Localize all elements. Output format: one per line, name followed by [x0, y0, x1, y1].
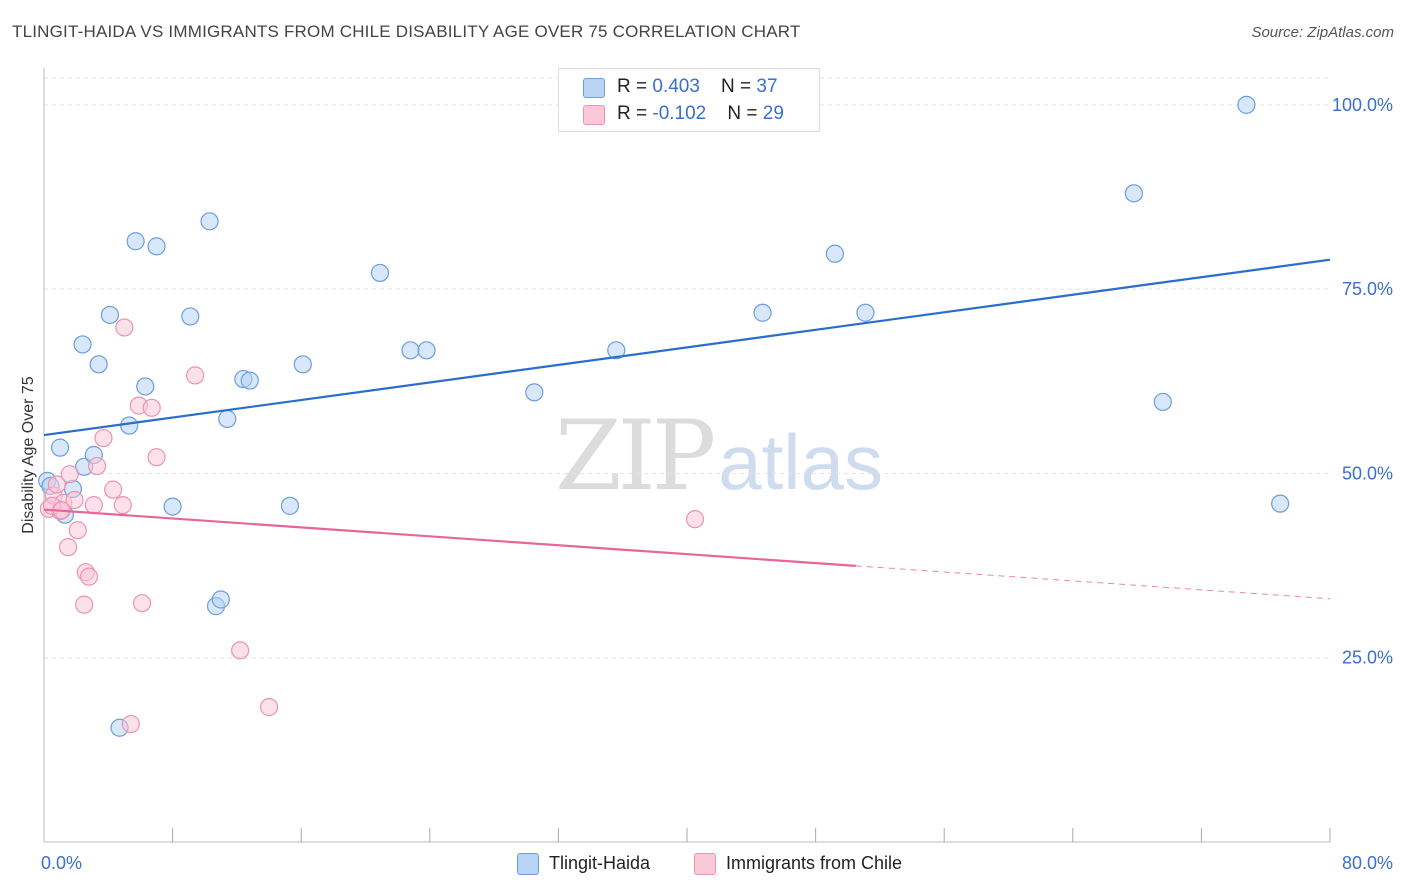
point-tlingit-haida	[293, 355, 312, 374]
trend-line-immigrants-chile	[43, 508, 856, 567]
legend-n-value: 37	[756, 76, 778, 97]
point-immigrants-chile	[259, 698, 279, 717]
x-tick-label: 80.0%	[1342, 853, 1393, 873]
point-tlingit-haida	[163, 497, 182, 516]
point-tlingit-haida	[240, 371, 259, 390]
legend-n-value: 29	[762, 103, 784, 124]
point-immigrants-chile	[84, 496, 103, 515]
point-tlingit-haida	[607, 341, 626, 360]
point-immigrants-chile	[75, 595, 94, 614]
point-tlingit-haida	[1153, 392, 1172, 412]
point-immigrants-chile	[79, 567, 99, 586]
point-immigrants-chile	[147, 448, 166, 467]
chart-title: TLINGIT-HAIDA VS IMMIGRANTS FROM CHILE D…	[12, 22, 801, 41]
legend-r-value: -0.102	[652, 103, 707, 124]
legend-r-label: R =	[617, 103, 653, 124]
point-immigrants-chile	[87, 456, 107, 476]
point-tlingit-haida	[147, 237, 166, 256]
point-tlingit-haida	[1237, 95, 1256, 114]
legend-n-label: N =	[727, 103, 763, 124]
bottom-legend-label: Immigrants from Chile	[726, 853, 903, 873]
point-tlingit-haida	[73, 335, 92, 354]
y-tick-label: 25.0%	[1342, 648, 1393, 668]
point-immigrants-chile	[47, 475, 66, 494]
point-tlingit-haida	[370, 263, 390, 283]
point-tlingit-haida	[825, 244, 844, 263]
bottom-legend-swatch-pink	[694, 853, 716, 875]
point-immigrants-chile	[121, 714, 140, 734]
source-credit: Source: ZipAtlas.com	[1251, 24, 1394, 41]
point-tlingit-haida	[856, 303, 875, 322]
point-tlingit-haida	[100, 305, 120, 325]
point-tlingit-haida	[136, 377, 155, 396]
point-tlingit-haida	[1124, 184, 1143, 203]
y-tick-label: 75.0%	[1342, 279, 1393, 299]
point-immigrants-chile	[104, 480, 123, 499]
watermark-atlas: atlas	[718, 418, 883, 506]
watermark-logo: ZIPatlas	[555, 400, 883, 512]
point-tlingit-haida	[280, 496, 300, 515]
legend-r-value: 0.403	[652, 76, 700, 97]
point-tlingit-haida	[211, 590, 230, 609]
point-immigrants-chile	[231, 641, 250, 660]
point-immigrants-chile	[186, 366, 205, 385]
trend-line-extension-immigrants-chile	[855, 565, 1331, 600]
legend-stats: R = 0.403 N = 37	[617, 76, 778, 98]
y-tick-label: 100.0%	[1332, 95, 1393, 115]
point-immigrants-chile	[59, 538, 78, 557]
point-immigrants-chile	[142, 398, 161, 417]
point-tlingit-haida	[120, 416, 139, 435]
correlation-legend: R = 0.403 N = 37 R = -0.102 N = 29	[558, 68, 820, 132]
legend-swatch-blue	[583, 78, 605, 98]
legend-n-label: N =	[721, 76, 757, 97]
point-immigrants-chile	[115, 318, 134, 337]
x-tick-label: 0.0%	[41, 853, 82, 873]
point-immigrants-chile	[113, 496, 132, 515]
point-tlingit-haida	[50, 438, 70, 457]
point-tlingit-haida	[89, 355, 108, 374]
point-immigrants-chile	[65, 490, 84, 510]
point-tlingit-haida	[1271, 494, 1290, 513]
point-tlingit-haida	[218, 409, 237, 428]
point-tlingit-haida	[126, 232, 145, 251]
point-tlingit-haida	[181, 307, 200, 326]
point-immigrants-chile	[94, 428, 113, 448]
bottom-legend-label: Tlingit-Haida	[549, 853, 651, 873]
point-tlingit-haida	[401, 341, 420, 360]
y-axis-label: Disability Age Over 75	[20, 376, 37, 534]
point-immigrants-chile	[68, 521, 87, 540]
point-immigrants-chile	[132, 594, 152, 613]
point-tlingit-haida	[525, 383, 544, 402]
y-tick-label: 50.0%	[1342, 463, 1393, 483]
legend-stats: R = -0.102 N = 29	[617, 103, 784, 125]
legend-r-label: R =	[617, 76, 653, 97]
legend-swatch-pink	[583, 105, 605, 125]
point-tlingit-haida	[200, 212, 219, 231]
watermark-zip: ZIP	[555, 400, 716, 512]
point-tlingit-haida	[753, 303, 772, 322]
point-immigrants-chile	[60, 465, 79, 484]
point-tlingit-haida	[417, 341, 436, 360]
trend-line-tlingit-haida	[43, 258, 1331, 437]
bottom-legend-swatch-blue	[517, 853, 539, 875]
point-immigrants-chile	[685, 510, 705, 529]
